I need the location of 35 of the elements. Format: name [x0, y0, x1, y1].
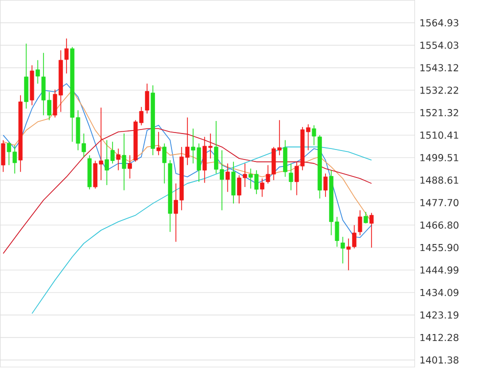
- candlestick: [122, 133, 126, 191]
- candlestick: [226, 163, 230, 192]
- candlestick: [162, 143, 166, 184]
- candlestick: [312, 124, 316, 146]
- candlestick: [323, 173, 328, 198]
- candlestick: [116, 148, 120, 171]
- candlestick: [231, 161, 236, 204]
- candlestick: [144, 83, 150, 114]
- y-tick-label: 1521.32: [420, 109, 458, 116]
- y-tick-label: 1444.99: [420, 266, 458, 274]
- y-tick-label: 1401.38: [420, 356, 458, 364]
- y-tick-label: 1499.51: [420, 154, 458, 162]
- y-tick-label: 1423.19: [420, 311, 458, 319]
- candlestick: [358, 210, 362, 236]
- candlestick: [64, 38, 69, 74]
- candlestick: [156, 131, 161, 156]
- y-tick-label: 1412.28: [420, 334, 458, 342]
- y-tick-label: 1466.80: [420, 221, 458, 229]
- y-tick-label: 1455.90: [420, 244, 458, 252]
- y-tick-label: 1554.03: [420, 42, 458, 49]
- y-tick-label: 1510.41: [420, 132, 458, 139]
- y-tick-label: 1477.70: [420, 198, 458, 206]
- y-tick-label: 1543.12: [420, 64, 458, 72]
- candlestick: [128, 154, 132, 179]
- candlestick: [340, 236, 345, 264]
- y-tick-label: 1532.22: [420, 86, 458, 94]
- y-tick-label: 1434.09: [420, 288, 458, 296]
- y-tick-label: 1564.93: [420, 19, 458, 26]
- candlestick: [369, 212, 374, 248]
- y-tick-label: 1488.61: [420, 176, 458, 184]
- candlestick: [260, 178, 264, 198]
- candlestick: [288, 163, 294, 191]
- candlestick: [36, 60, 40, 84]
- candlestick: [1, 140, 6, 172]
- candlestick: [364, 211, 368, 224]
